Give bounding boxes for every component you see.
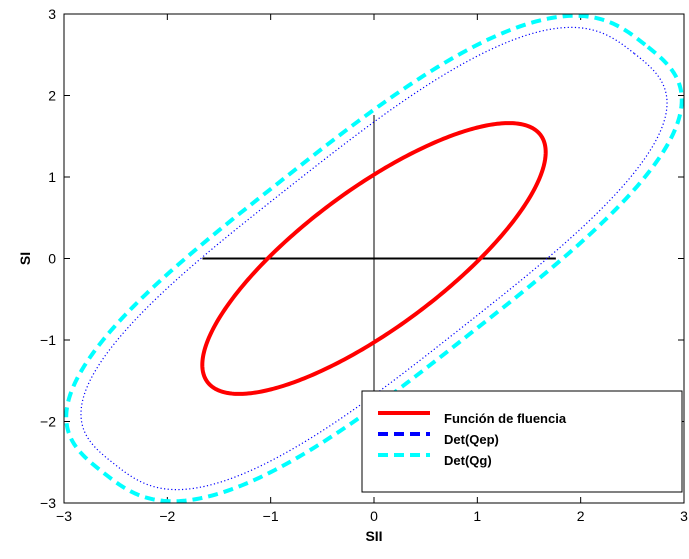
y-tick-label: 1 xyxy=(48,169,56,185)
legend-label-1: Función de fluencia xyxy=(444,411,567,426)
x-tick-label: −1 xyxy=(263,508,279,524)
series-line-2 xyxy=(80,26,668,491)
x-tick-label: 0 xyxy=(370,508,378,524)
y-tick-label: 0 xyxy=(48,251,56,267)
y-tick-label: 3 xyxy=(48,6,56,22)
series-line-1 xyxy=(200,121,548,396)
plot-layer xyxy=(64,13,684,504)
y-axis-label: SI xyxy=(17,252,33,265)
legend-label-3: Det(Qg) xyxy=(444,453,492,468)
x-axis-label: SII xyxy=(365,528,382,544)
x-tick-label: 3 xyxy=(680,508,688,524)
x-tick-label: 1 xyxy=(473,508,481,524)
tick-layer: −3 −2 −1 0 1 2 3 −3 −2 −1 0 1 2 3 xyxy=(40,6,688,524)
x-tick-label: 2 xyxy=(577,508,585,524)
legend: Función de fluencia Det(Qep) Det(Qg) xyxy=(361,390,683,493)
x-tick-label: −2 xyxy=(159,508,175,524)
axes-box xyxy=(63,13,685,504)
y-tick-label: −2 xyxy=(40,414,56,430)
y-tick-label: 2 xyxy=(48,88,56,104)
x-tick-label: −3 xyxy=(56,508,72,524)
y-tick-label: −3 xyxy=(40,495,56,511)
legend-box xyxy=(361,390,683,493)
y-tick-label: −1 xyxy=(40,332,56,348)
legend-label-2: Det(Qep) xyxy=(444,432,499,447)
